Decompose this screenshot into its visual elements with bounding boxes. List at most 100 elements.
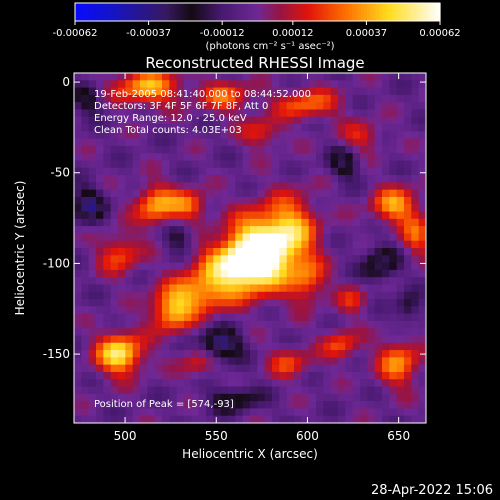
heatmap-cell	[220, 153, 229, 161]
heatmap-cell	[213, 364, 222, 373]
heatmap-cell	[264, 131, 273, 140]
heatmap-cell	[396, 167, 405, 176]
heatmap-cell	[250, 87, 258, 96]
heatmap-cell	[103, 284, 112, 293]
heatmap-cell	[74, 277, 82, 285]
heatmap-cell	[352, 415, 361, 424]
heatmap-cell	[389, 160, 398, 169]
x-axis-tick-labels: 500 550 600 650	[114, 429, 410, 443]
heatmap-cell	[88, 277, 97, 285]
x-tick-label: 600	[296, 429, 319, 443]
heatmap-cell	[154, 218, 163, 227]
heatmap-cell	[279, 87, 288, 96]
heatmap-cell	[228, 379, 236, 388]
heatmap-cell	[118, 415, 126, 424]
heatmap-cell	[330, 379, 339, 388]
heatmap-cell	[132, 94, 141, 103]
colorbar-cell	[409, 3, 414, 21]
heatmap-cell	[191, 291, 200, 300]
heatmap-cell	[96, 299, 104, 307]
heatmap-cell	[382, 167, 390, 176]
heatmap-cell	[323, 284, 332, 293]
heatmap-cell	[389, 94, 398, 103]
heatmap-cell	[330, 167, 339, 176]
heatmap-cell	[228, 218, 236, 227]
heatmap-cell	[308, 408, 317, 417]
heatmap-cell	[264, 167, 273, 176]
heatmap-cell	[242, 73, 251, 81]
heatmap-cell	[162, 306, 170, 315]
heatmap-cell	[110, 94, 119, 103]
heatmap-cell	[301, 248, 310, 256]
heatmap-cell	[220, 226, 229, 234]
heatmap-cell	[132, 248, 141, 256]
heatmap-cell	[154, 415, 163, 424]
heatmap-cell	[103, 80, 112, 89]
heatmap-cell	[404, 196, 412, 205]
heatmap-cell	[294, 248, 302, 256]
heatmap-cell	[184, 116, 192, 125]
heatmap-cell	[308, 335, 317, 344]
colorbar-cell	[297, 3, 301, 21]
heatmap-cell	[81, 218, 90, 227]
heatmap-cell	[220, 255, 229, 264]
heatmap-cell	[308, 277, 317, 285]
heatmap-cell	[81, 357, 90, 366]
heatmap-cell	[264, 320, 273, 329]
heatmap-cell	[184, 218, 192, 227]
heatmap-cell	[81, 131, 90, 140]
heatmap-cell	[110, 379, 119, 388]
heatmap-cell	[125, 320, 134, 329]
heatmap-cell	[396, 357, 405, 366]
colorbar-cell	[403, 3, 408, 21]
heatmap-cell	[404, 269, 412, 278]
heatmap-cell	[191, 248, 200, 256]
heatmap-cell	[279, 109, 288, 118]
heatmap-cell	[169, 116, 178, 125]
heatmap-cell	[374, 211, 383, 220]
heatmap-cell	[140, 342, 148, 351]
heatmap-cell	[184, 167, 192, 176]
heatmap-cell	[272, 175, 280, 183]
heatmap-cell	[330, 73, 339, 81]
heatmap-cell	[176, 386, 185, 395]
heatmap-cell	[235, 415, 244, 424]
heatmap-cell	[389, 379, 398, 388]
heatmap-cell	[374, 240, 383, 249]
heatmap-cell	[96, 138, 104, 147]
heatmap-cell	[235, 386, 244, 395]
heatmap-cell	[96, 145, 104, 154]
heatmap-cell	[345, 313, 354, 322]
heatmap-cell	[264, 401, 273, 409]
heatmap-cell	[110, 138, 119, 147]
heatmap-cell	[198, 299, 207, 307]
heatmap-cell	[74, 357, 82, 366]
heatmap-cell	[279, 218, 288, 227]
heatmap-cell	[272, 160, 280, 169]
heatmap-cell	[235, 211, 244, 220]
heatmap-cell	[88, 87, 97, 96]
heatmap-cell	[367, 153, 376, 161]
heatmap-cell	[103, 320, 112, 329]
colorbar-cell	[385, 3, 389, 21]
heatmap-cell	[213, 189, 222, 198]
heatmap-cell	[316, 233, 324, 242]
heatmap-cell	[213, 357, 222, 366]
heatmap-cell	[242, 350, 251, 358]
heatmap-cell	[198, 131, 207, 140]
y-tick-label: -150	[43, 347, 70, 361]
heatmap-cell	[213, 277, 222, 285]
heatmap-cell	[418, 175, 427, 183]
heatmap-cell	[88, 284, 97, 293]
heatmap-cell	[110, 335, 119, 344]
heatmap-cell	[198, 284, 207, 293]
heatmap-cell	[235, 167, 244, 176]
heatmap-cell	[418, 153, 427, 161]
heatmap-cell	[176, 415, 185, 424]
heatmap-cell	[250, 357, 258, 366]
heatmap-cell	[81, 138, 90, 147]
heatmap-cell	[411, 153, 420, 161]
heatmap-cell	[272, 94, 280, 103]
heatmap-cell	[352, 299, 361, 307]
heatmap-cell	[250, 248, 258, 256]
